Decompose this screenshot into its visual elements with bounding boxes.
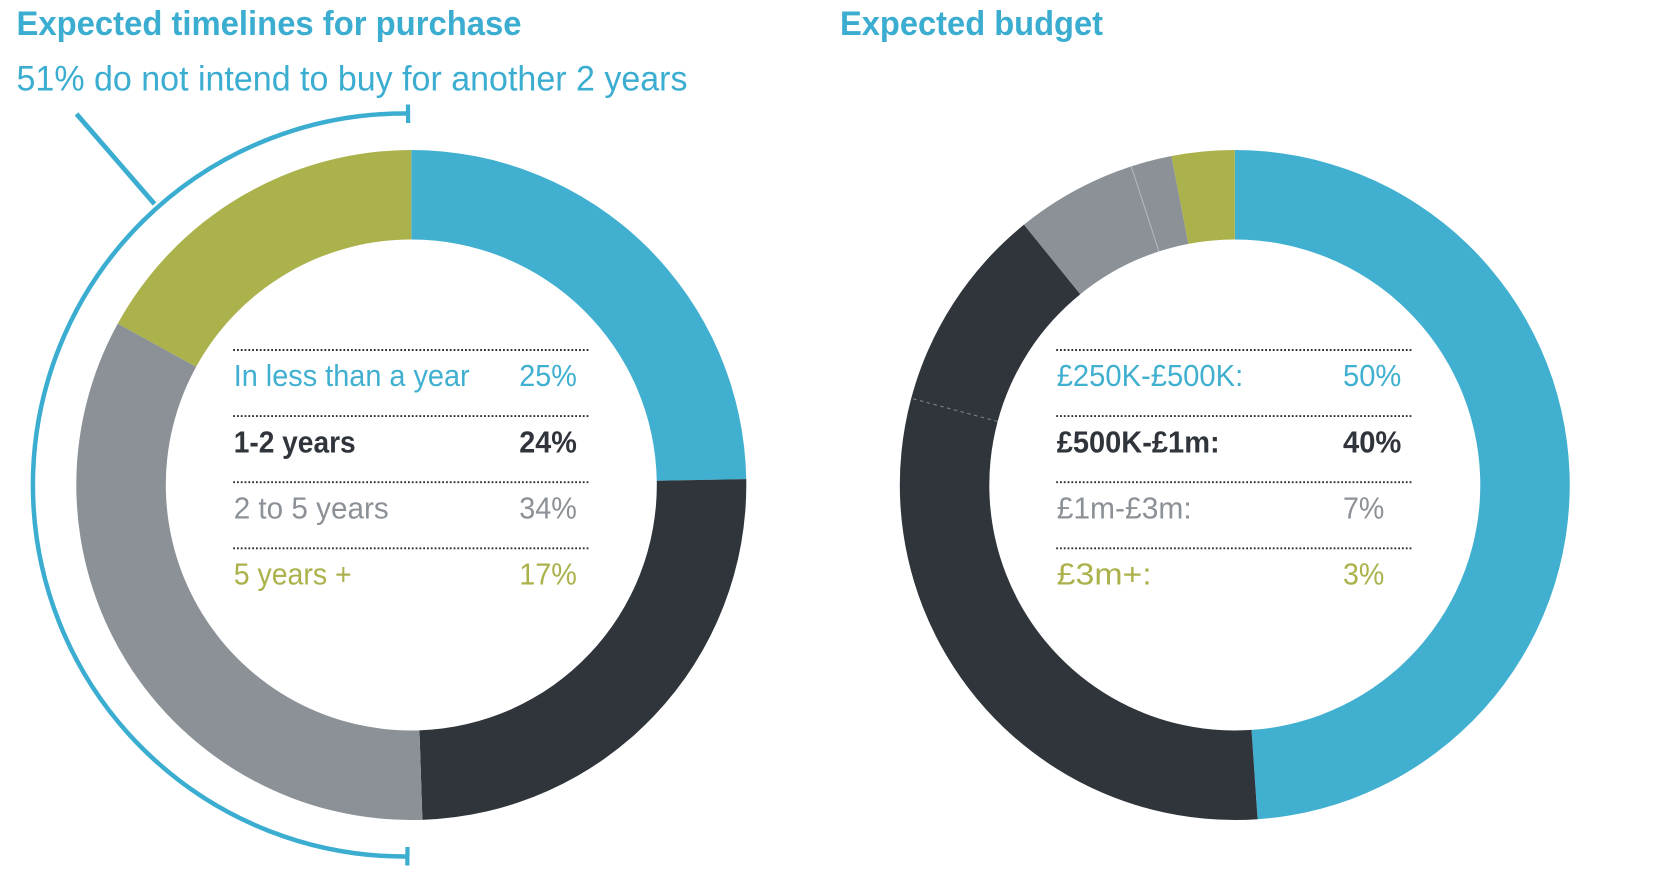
svg-text:3%: 3% <box>1343 557 1384 592</box>
svg-text:5 years +: 5 years + <box>234 557 352 592</box>
svg-text:2 to 5 years: 2 to 5 years <box>234 490 389 525</box>
svg-text:£3m+:: £3m+: <box>1057 557 1152 592</box>
svg-text:£500K-£1m:: £500K-£1m: <box>1057 424 1220 459</box>
svg-text:24%: 24% <box>519 424 577 459</box>
svg-text:34%: 34% <box>519 490 577 525</box>
svg-text:17%: 17% <box>519 557 577 592</box>
svg-text:£1m-£3m:: £1m-£3m: <box>1057 490 1192 525</box>
svg-text:51% do not intend to buy for a: 51% do not intend to buy for another 2 y… <box>17 60 688 99</box>
svg-text:Expected budget: Expected budget <box>840 5 1103 43</box>
svg-text:7%: 7% <box>1343 490 1384 525</box>
svg-text:Expected timelines for purchas: Expected timelines for purchase <box>17 5 522 43</box>
svg-text:25%: 25% <box>519 358 577 393</box>
svg-text:£250K-£500K:: £250K-£500K: <box>1057 358 1244 393</box>
svg-text:50%: 50% <box>1343 358 1401 393</box>
svg-text:In less than a year: In less than a year <box>234 358 470 393</box>
svg-text:40%: 40% <box>1343 424 1401 459</box>
svg-text:1-2 years: 1-2 years <box>234 424 356 459</box>
